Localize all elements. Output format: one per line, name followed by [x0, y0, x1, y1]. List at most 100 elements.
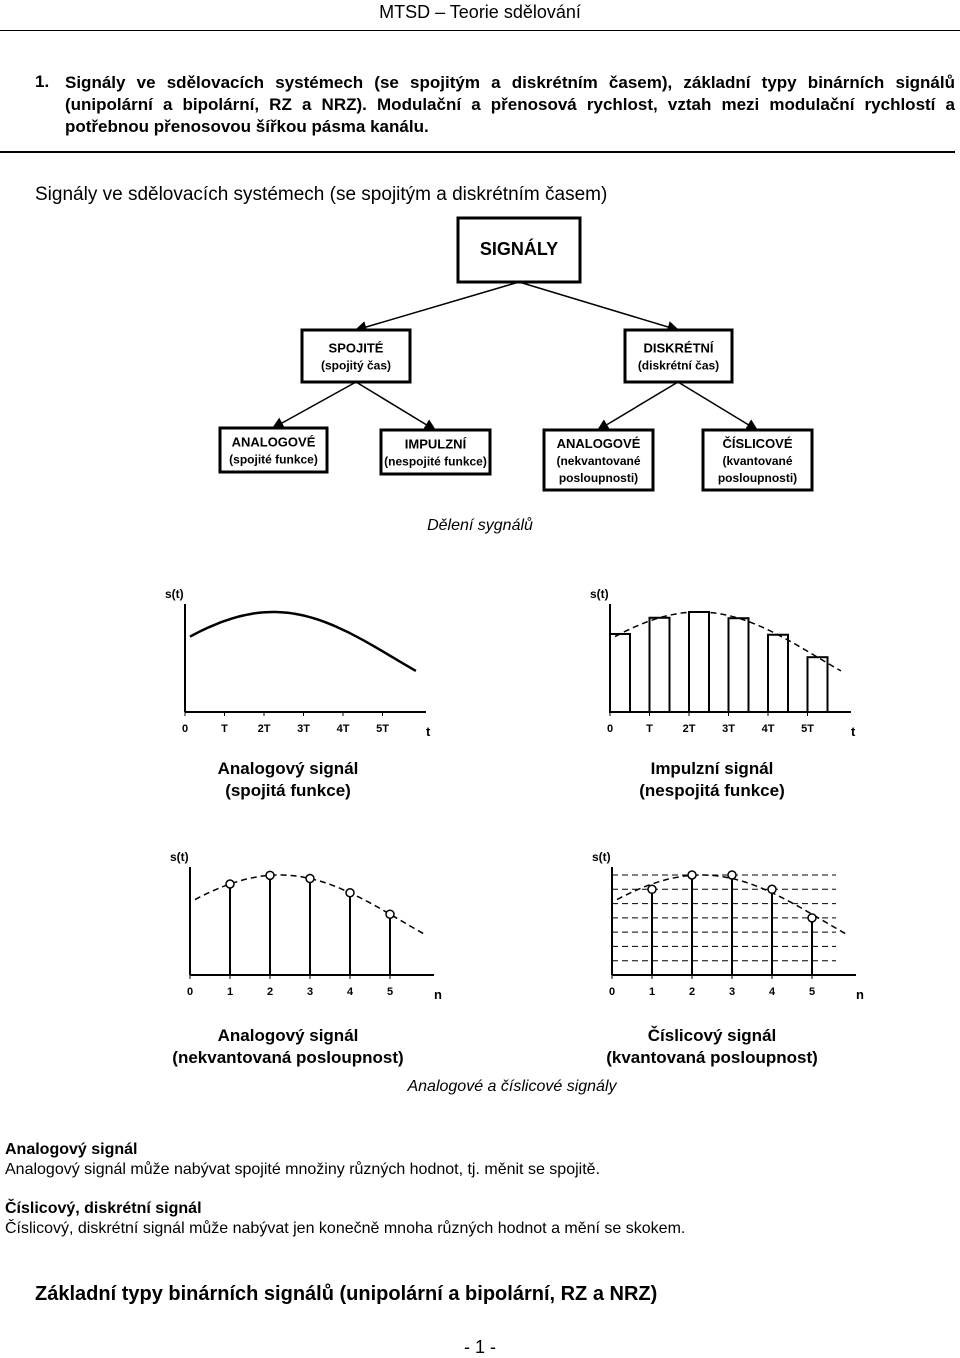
tick-label: 2T: [683, 723, 696, 735]
definition-text: Analogový signál může nabývat spojité mn…: [5, 1161, 600, 1178]
tick-label: 2T: [258, 723, 271, 735]
tick-label: 1: [227, 986, 233, 998]
tick-label: 0: [182, 723, 188, 735]
axis-label: n: [434, 987, 442, 1002]
tick-label: 2: [689, 986, 695, 998]
axis-label: s(t): [592, 850, 611, 864]
tick-label: 5T: [376, 723, 389, 735]
sample: [727, 870, 737, 880]
tick-label: 2: [267, 986, 273, 998]
axis-label: n: [856, 987, 864, 1002]
axis-label: t: [851, 724, 856, 739]
tick-label: 3: [729, 986, 735, 998]
tick-label: 4T: [337, 723, 350, 735]
rule: [0, 151, 955, 153]
curve: [616, 874, 847, 935]
sample: [225, 879, 235, 889]
tree-node: [379, 428, 492, 476]
tick-label: 3T: [297, 723, 310, 735]
pulse: [727, 617, 750, 713]
panel-title: (spojitá funkce): [225, 781, 351, 800]
subheading: Signály ve sdělovacích systémech (se spo…: [35, 184, 608, 205]
definition-title: Číslicový, diskrétní signál: [5, 1200, 202, 1217]
connector: [677, 381, 759, 431]
connector: [518, 281, 680, 333]
section-heading: Základní typy binárních signálů (unipolá…: [35, 1283, 658, 1305]
pulse: [648, 616, 671, 714]
node-label: (nekvantované: [556, 454, 640, 468]
footer: - 1 -: [463, 1337, 496, 1357]
tree-node: [456, 216, 582, 284]
node-label: ČÍSLICOVÉ: [722, 436, 792, 451]
header: MTSD – Teorie sdělování: [379, 2, 581, 22]
node-label: ANALOGOVÉ: [232, 435, 316, 450]
sample: [807, 913, 817, 923]
axis-label: s(t): [165, 587, 184, 601]
section-heading: Signály ve sdělovacích systémech (se spo…: [65, 73, 955, 136]
definition-title: Analogový signál: [5, 1141, 138, 1158]
sample: [385, 909, 395, 919]
node-label: DISKRÉTNÍ: [643, 341, 713, 356]
node-label: (nespojité funkce): [384, 455, 487, 469]
axis-label: s(t): [170, 850, 189, 864]
tick-label: 0: [609, 986, 615, 998]
tick-label: 5T: [801, 723, 814, 735]
pulse: [609, 632, 631, 714]
tree-node: [701, 428, 814, 492]
panel-title: Analogový signál: [218, 759, 359, 778]
node-label: SIGNÁLY: [480, 238, 558, 259]
tick-label: 3T: [722, 723, 735, 735]
tree-node: [623, 328, 734, 384]
rule: [0, 30, 960, 31]
tick-label: 1: [649, 986, 655, 998]
tick-label: T: [221, 723, 228, 735]
tree-node: [542, 428, 655, 492]
tree-node: [218, 426, 329, 474]
tick-label: T: [646, 723, 653, 735]
connector: [354, 281, 520, 333]
tick-label: 4T: [762, 723, 775, 735]
definition-text: Číslicový, diskrétní signál může nabývat…: [5, 1220, 686, 1237]
sample: [767, 884, 777, 895]
section-number: 1.: [35, 72, 50, 91]
pulse: [767, 633, 789, 714]
axis-label: s(t): [590, 587, 609, 601]
node-label: posloupnosti): [559, 471, 638, 485]
panel-title: Impulzní signál: [651, 759, 774, 778]
tick-label: 4: [347, 986, 354, 998]
sample: [265, 870, 275, 881]
curve: [614, 611, 842, 672]
tick-label: 5: [809, 986, 815, 998]
node-label: SPOJITÉ: [329, 341, 384, 356]
caption: Dělení sygnálů: [427, 517, 533, 534]
sample: [305, 873, 315, 884]
panel-title: (nekvantovaná posloupnost): [172, 1048, 403, 1067]
sample: [647, 884, 657, 895]
panel-title: Číslicový signál: [648, 1026, 777, 1045]
tree-node: [300, 328, 412, 384]
tick-label: 0: [187, 986, 193, 998]
node-label: (spojité funkce): [229, 453, 318, 467]
pulse: [688, 611, 710, 714]
node-label: (spojitý čas): [321, 359, 391, 373]
tick-label: 4: [769, 986, 776, 998]
axis-label: t: [426, 724, 431, 739]
curve: [189, 610, 417, 672]
panel-title: (nespojitá funkce): [639, 781, 784, 800]
node-label: ANALOGOVÉ: [557, 436, 641, 451]
tick-label: 0: [607, 723, 613, 735]
connector: [596, 381, 679, 431]
sample: [687, 870, 697, 880]
panel-title: Analogový signál: [218, 1026, 359, 1045]
connector: [271, 381, 357, 429]
pulse: [806, 656, 829, 714]
node-label: (kvantované: [722, 454, 792, 468]
caption: Analogové a číslicové signály: [407, 1078, 617, 1095]
node-label: IMPULZNÍ: [405, 437, 467, 452]
tick-label: 5: [387, 986, 393, 998]
sample: [345, 888, 355, 898]
node-label: posloupnosti): [718, 471, 797, 485]
connector: [355, 381, 437, 431]
